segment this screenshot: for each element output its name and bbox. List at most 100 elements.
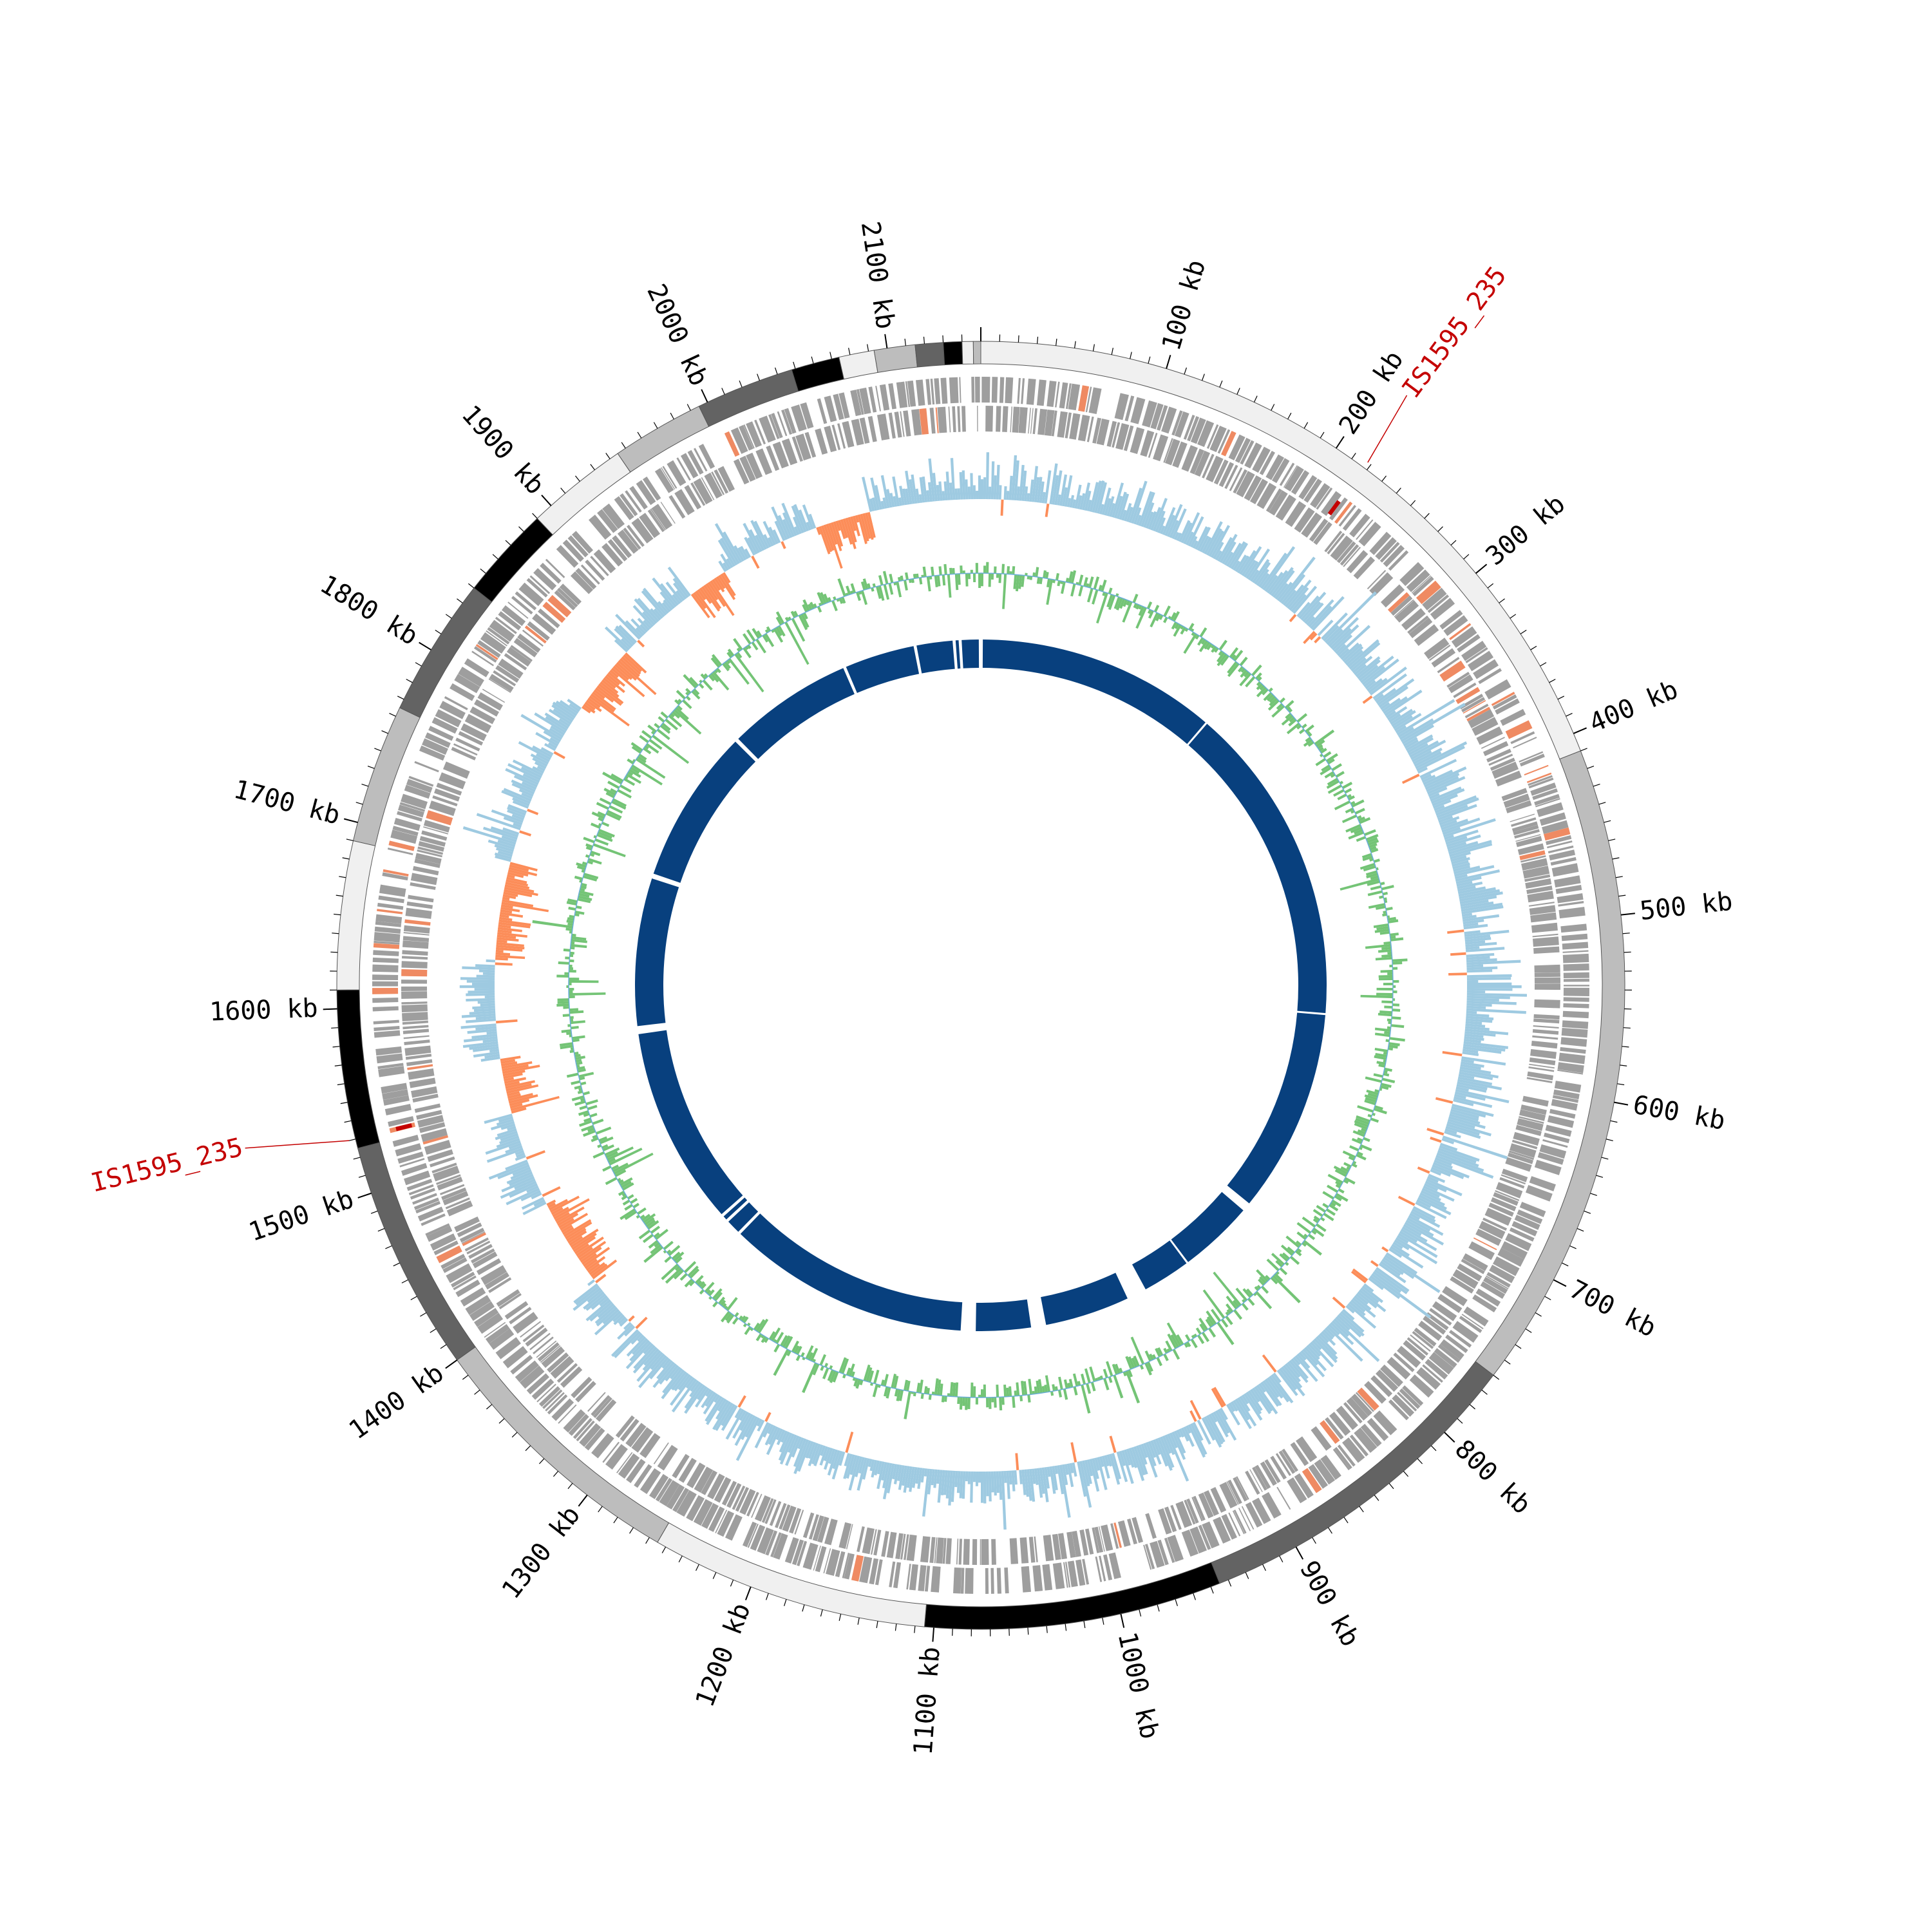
gc-content-bin xyxy=(1340,1311,1365,1333)
gc-content-bin xyxy=(1289,587,1309,611)
gc-content-bin xyxy=(685,1377,696,1389)
gc-content-bin xyxy=(497,850,513,857)
gene-feature xyxy=(1399,1388,1421,1409)
gc-content-bin xyxy=(1159,1436,1175,1468)
gene-feature xyxy=(875,1559,883,1586)
gc-skew-bin xyxy=(614,1169,627,1177)
gc-skew-bin xyxy=(920,1393,924,1399)
gc-content-bin xyxy=(751,555,760,569)
gc-content-bin xyxy=(1381,697,1401,712)
gene-feature xyxy=(1235,437,1251,463)
minor-tick xyxy=(406,679,413,683)
gc-content-bin xyxy=(1444,829,1479,842)
gc-skew-bin xyxy=(1279,697,1285,703)
gc-skew-bin xyxy=(882,571,889,585)
gc-skew-bin xyxy=(1055,573,1059,581)
gene-feature xyxy=(833,393,844,421)
gc-content-bin xyxy=(902,488,907,506)
gc-skew-bin xyxy=(1138,606,1145,616)
gene-feature xyxy=(451,746,477,761)
gene-feature xyxy=(1334,501,1353,524)
gene-feature xyxy=(614,496,634,520)
minor-tick xyxy=(1046,1625,1048,1633)
gc-content-bin xyxy=(520,1189,541,1202)
gc-skew-bin xyxy=(906,1380,911,1392)
gene-feature xyxy=(1509,1227,1535,1242)
gc-content-bin xyxy=(1463,1048,1479,1054)
gc-skew-bin xyxy=(1379,895,1384,899)
gene-feature xyxy=(1505,1233,1532,1251)
gc-skew-bin xyxy=(1318,746,1324,752)
gc-content-bin xyxy=(500,909,513,914)
gc-content-bin xyxy=(1309,632,1318,641)
gc-skew-bin xyxy=(1198,639,1209,652)
gc-content-bin xyxy=(737,1395,746,1408)
gene-feature xyxy=(1488,753,1513,766)
gc-content-bin xyxy=(927,1468,933,1495)
gc-content-bin xyxy=(585,1293,607,1311)
gc-skew-bin xyxy=(986,1397,989,1408)
alignment-block xyxy=(961,639,980,668)
gc-content-bin xyxy=(650,1353,665,1370)
gene-feature xyxy=(1028,1537,1036,1563)
gc-skew-bin xyxy=(578,1088,583,1092)
gc-content-bin xyxy=(636,1351,663,1382)
gene-feature xyxy=(952,406,956,433)
gene-feature xyxy=(657,1444,678,1471)
gc-content-bin xyxy=(1133,1446,1146,1476)
gc-skew-bin xyxy=(1235,1287,1248,1302)
gc-skew-bin xyxy=(838,597,844,604)
gc-content-bin xyxy=(1357,659,1381,679)
gc-skew-bin xyxy=(1335,1193,1349,1202)
gc-content-bin xyxy=(1466,1008,1526,1014)
gc-content-bin xyxy=(768,526,779,545)
gene-feature xyxy=(1468,1241,1495,1260)
gc-skew-bin xyxy=(773,1343,781,1353)
gc-content-bin xyxy=(880,475,890,509)
gc-content-bin xyxy=(1291,594,1307,612)
gc-skew-bin xyxy=(643,1213,656,1224)
gc-skew-bin xyxy=(695,1274,704,1284)
gc-skew-bin xyxy=(632,1202,639,1209)
gc-content-bin xyxy=(504,886,538,896)
gene-feature xyxy=(436,1245,462,1264)
gc-skew-bin xyxy=(1384,1067,1392,1072)
gc-content-bin xyxy=(993,475,997,500)
gc-skew-bin xyxy=(592,1119,604,1125)
gc-content-bin xyxy=(1465,942,1497,947)
gc-content-bin xyxy=(1213,1387,1226,1406)
contig-segment xyxy=(914,342,945,368)
gene-feature xyxy=(815,428,828,455)
gc-content-bin xyxy=(565,1221,592,1240)
gc-content-bin xyxy=(1384,1254,1441,1293)
contig-ring xyxy=(336,341,1625,1630)
gc-skew-bin xyxy=(571,1080,581,1085)
gc-skew-bin xyxy=(643,1245,663,1264)
gc-content-bin xyxy=(1444,1128,1457,1135)
gc-skew-bin xyxy=(1392,1009,1401,1012)
gc-content-bin xyxy=(1352,1268,1368,1282)
gc-content-bin xyxy=(1064,475,1073,507)
gc-skew-bin xyxy=(570,946,575,950)
gc-content-bin xyxy=(623,654,642,672)
gene-feature xyxy=(717,1510,735,1537)
gc-content-bin xyxy=(1081,1460,1090,1487)
gc-skew-bin xyxy=(674,1265,681,1271)
gc-skew-bin xyxy=(592,1151,605,1159)
gene-feature xyxy=(421,830,448,841)
gc-skew-bin xyxy=(1305,724,1314,733)
minor-tick xyxy=(1566,713,1573,717)
gc-content-bin xyxy=(705,1392,716,1407)
gene-feature xyxy=(1531,922,1558,933)
gc-content-bin xyxy=(870,477,880,511)
gc-content-bin xyxy=(512,797,530,807)
gc-content-bin xyxy=(462,966,495,971)
gc-content-bin xyxy=(1464,1031,1496,1037)
gc-skew-bin xyxy=(1392,990,1397,994)
gc-skew-bin xyxy=(1327,784,1342,794)
gc-skew-bin xyxy=(592,1134,598,1139)
gc-content-bin xyxy=(1280,1366,1305,1397)
gc-skew-bin xyxy=(1262,688,1269,696)
minor-tick xyxy=(678,1555,683,1563)
gene-feature xyxy=(739,1488,756,1515)
